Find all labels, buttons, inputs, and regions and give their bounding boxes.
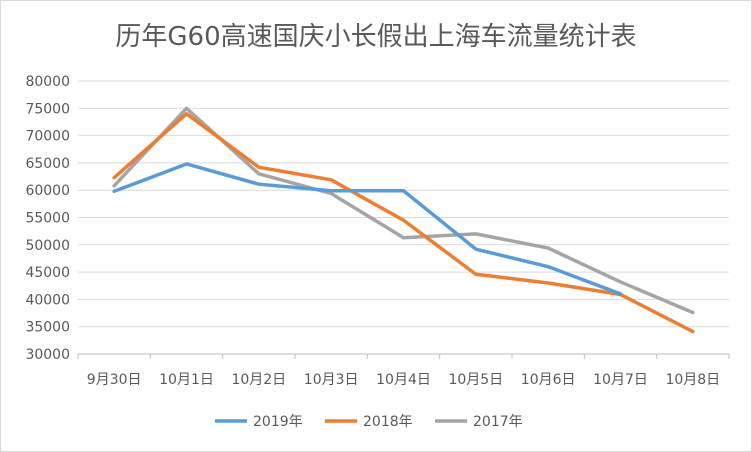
series-lines bbox=[112, 106, 695, 334]
y-tick-label: 60000 bbox=[25, 183, 70, 199]
y-tick-label: 65000 bbox=[25, 156, 70, 172]
x-tick-label: 10月5日 bbox=[448, 372, 503, 388]
x-tick-label: 10月2日 bbox=[231, 372, 286, 388]
series-line-2019年 bbox=[112, 162, 623, 296]
y-axis-ticks: 30000 35000 40000 45000 50000 55000 60000 65000… bbox=[25, 74, 70, 363]
legend: 2019年 2018年 2017年 bbox=[215, 414, 523, 430]
x-axis-ticks: 9月30日 10月1日 10月2日 10月3日 10月4日 10月5日 10月6日 10月7日… bbox=[87, 372, 720, 388]
y-tick-label: 50000 bbox=[25, 238, 70, 254]
y-tick-label: 45000 bbox=[25, 265, 70, 281]
y-tick-label: 70000 bbox=[25, 129, 70, 145]
legend-label: 2017年 bbox=[473, 414, 523, 430]
x-tick-label: 10月7日 bbox=[593, 372, 648, 388]
y-tick-label: 30000 bbox=[25, 347, 70, 363]
x-tick-label: 10月1日 bbox=[159, 372, 214, 388]
legend-label: 2019年 bbox=[253, 414, 303, 430]
x-tick-label: 10月8日 bbox=[665, 372, 720, 388]
y-tick-label: 35000 bbox=[25, 320, 70, 336]
series-line-2017年 bbox=[112, 106, 695, 315]
x-tick-label: 9月30日 bbox=[87, 372, 142, 388]
series-line-2018年 bbox=[112, 112, 695, 334]
y-tick-label: 80000 bbox=[25, 74, 70, 90]
x-tick-label: 10月3日 bbox=[304, 372, 359, 388]
chart-title: 历年G60高速国庆小长假出上海车流量统计表 bbox=[115, 22, 636, 52]
y-tick-label: 55000 bbox=[25, 211, 70, 227]
x-tick-label: 10月6日 bbox=[521, 372, 576, 388]
y-tick-label: 75000 bbox=[25, 101, 70, 117]
y-tick-label: 40000 bbox=[25, 292, 70, 308]
axes bbox=[77, 353, 730, 359]
x-tick-label: 10月4日 bbox=[376, 372, 431, 388]
legend-label: 2018年 bbox=[363, 414, 413, 430]
